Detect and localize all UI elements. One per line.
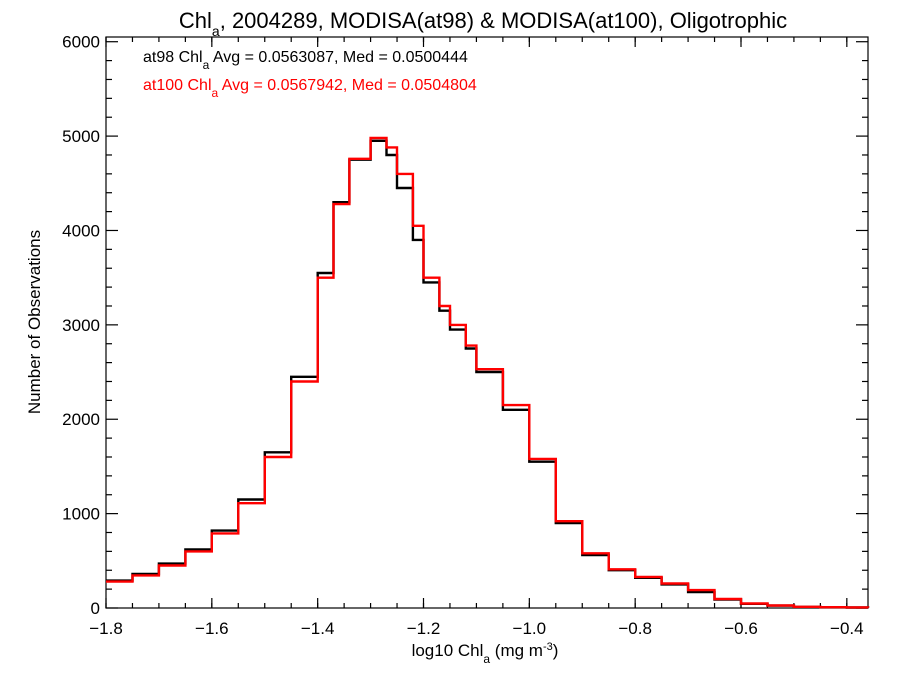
series-lines [106,136,870,609]
y-tick-label: 2000 [62,410,100,429]
y-tick-label: 3000 [62,316,100,335]
chart-title-rest: , 2004289, MODISA(at98) & MODISA(at100),… [220,8,787,33]
x-tick-label: −0.6 [724,619,758,638]
y-tick-label: 6000 [62,33,100,52]
x-axis-label: log10 Chla (mg m-3) [412,641,559,666]
series-line-1 [106,136,870,609]
x-tick-label: −1.0 [513,619,547,638]
x-axis: −1.8 −1.6 −1.4 −1.2 −1.0 −0.8 −0.6 −0.4 [89,37,864,638]
chart-title-sub: a [212,23,220,39]
chart-title-base: Chl [179,8,212,33]
x-tick-label: −1.6 [195,619,229,638]
plot-frame [105,36,869,609]
x-tick-label: −1.4 [301,619,335,638]
y-axis-label: Number of Observations [25,230,44,414]
stat-line-at100: at100 Chla Avg = 0.0567942, Med = 0.0504… [143,77,477,100]
chart-title: Chla, 2004289, MODISA(at98) & MODISA(at1… [179,8,787,39]
y-axis: 0 1000 2000 3000 4000 5000 6000 [62,33,868,618]
x-tick-label: −0.8 [618,619,652,638]
y-tick-label: 5000 [62,127,100,146]
y-tick-label: 0 [91,599,100,618]
y-tick-label: 1000 [62,505,100,524]
x-tick-label: −1.2 [407,619,441,638]
x-tick-label: −0.4 [830,619,864,638]
series-line-0 [106,139,870,609]
y-tick-label: 4000 [62,221,100,240]
stat-line-at98: at98 Chla Avg = 0.0563087, Med = 0.05004… [143,49,468,72]
x-tick-label: −1.8 [89,619,123,638]
